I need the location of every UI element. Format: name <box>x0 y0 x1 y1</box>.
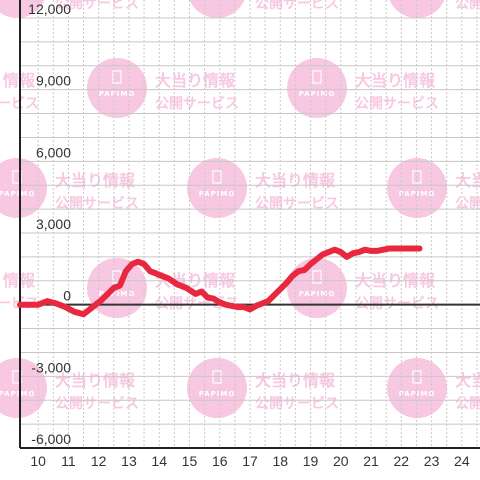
y-tick-label: 6,000 <box>36 144 71 160</box>
watermark-logo-text: PAPIMO <box>99 90 136 98</box>
watermark-logo-text: PAPIMO <box>299 290 336 298</box>
watermark-title: 大当り情報 <box>155 71 236 90</box>
x-tick-labels: 10 11 12 13 14 15 16 17 18 19 20 21 22 23 24 <box>30 453 469 469</box>
watermark-subtitle: 公開サービス <box>55 0 139 12</box>
watermark-subtitle: 公開サービス <box>455 0 480 12</box>
phone-icon <box>412 370 422 384</box>
x-tick-label: 17 <box>242 453 258 469</box>
watermark-title: 大当り情報 <box>55 171 136 190</box>
papimo-logo-icon <box>87 58 147 118</box>
watermark-subtitle: 公開サービス <box>455 396 480 412</box>
series-line <box>17 245 423 318</box>
watermark-logo-text: PAPIMO <box>299 90 336 98</box>
watermark-logo-text: PAPIMO <box>0 390 35 398</box>
x-tick-label: 24 <box>454 453 470 469</box>
papimo-logo-icon <box>387 358 447 418</box>
watermark-subtitle: 公開サービス <box>55 396 139 412</box>
papimo-logo-icon <box>287 258 347 318</box>
papimo-logo-icon <box>189 0 245 18</box>
watermark-subtitle: 公開サービス <box>255 0 339 12</box>
watermark-subtitle: 公開サービス <box>155 96 239 112</box>
watermark-logo-text: PAPIMO <box>399 190 436 198</box>
series-layer <box>17 245 423 318</box>
x-tick-label: 13 <box>121 453 137 469</box>
papimo-logo-icon <box>389 0 445 18</box>
phone-icon <box>112 70 122 84</box>
watermark-subtitle: 公開サービス <box>255 196 339 212</box>
papimo-logo-icon <box>187 358 247 418</box>
x-tick-label: 20 <box>333 453 349 469</box>
x-tick-label: 19 <box>303 453 319 469</box>
y-tick-label: -3,000 <box>31 359 71 375</box>
phone-icon <box>212 170 222 184</box>
x-tick-label: 11 <box>61 453 76 469</box>
watermark-logo-text: PAPIMO <box>399 390 436 398</box>
papimo-logo-icon <box>0 158 47 218</box>
y-tick-label: -6,000 <box>31 431 71 447</box>
watermark-title: 大当り情報 <box>455 171 480 190</box>
x-tick-label: 14 <box>151 453 167 469</box>
watermark-title: 大当り情報 <box>0 271 36 290</box>
watermark-subtitle: 公開サービス <box>55 196 139 212</box>
y-tick-label: 9,000 <box>36 73 71 89</box>
watermark-subtitle: 公開サービス <box>455 196 480 212</box>
x-tick-label: 21 <box>363 453 379 469</box>
x-tick-label: 12 <box>91 453 107 469</box>
x-tick-label: 18 <box>272 453 288 469</box>
x-tick-label: 10 <box>30 453 46 469</box>
x-tick-label: 23 <box>424 453 440 469</box>
y-tick-labels: 12,000 9,000 6,000 3,000 0 -3,000 -6,000 <box>28 1 71 447</box>
watermark-title: 大当り情報 <box>55 371 136 390</box>
phone-icon <box>312 70 322 84</box>
phone-icon <box>212 370 222 384</box>
papimo-logo-icon <box>187 158 247 218</box>
watermark-logo-text: PAPIMO <box>99 290 136 298</box>
watermark-title: 大当り情報 <box>0 71 36 90</box>
x-tick-label: 22 <box>394 453 410 469</box>
phone-icon <box>312 270 322 284</box>
y-tick-label: 3,000 <box>36 216 71 232</box>
watermark-logo-text: PAPIMO <box>0 190 35 198</box>
x-tick-label: 16 <box>212 453 228 469</box>
watermark-logo-text: PAPIMO <box>199 390 236 398</box>
y-tick-label: 12,000 <box>28 1 71 17</box>
phone-icon <box>412 170 422 184</box>
watermark-subtitle: 公開サービス <box>355 96 439 112</box>
watermark-title: 大当り情報 <box>455 371 480 390</box>
watermark-subtitle: 公開サービス <box>255 396 339 412</box>
watermark-logo-text: PAPIMO <box>199 190 236 198</box>
papimo-logo-icon <box>0 358 47 418</box>
watermark-title: 大当り情報 <box>355 71 436 90</box>
papimo-logo-icon <box>0 0 45 18</box>
x-tick-label: 15 <box>182 453 198 469</box>
papimo-logo-icon <box>287 58 347 118</box>
y-tick-label: 0 <box>63 288 71 304</box>
